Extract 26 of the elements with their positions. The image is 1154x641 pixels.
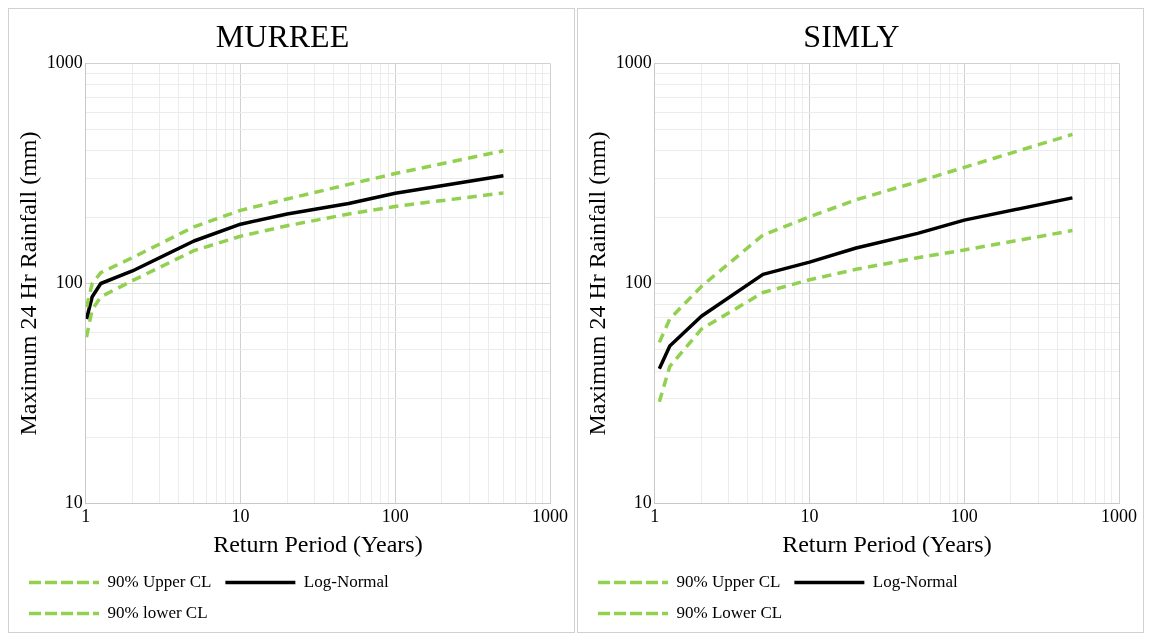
x-tick-label: 100 xyxy=(381,506,409,527)
legend-label: 90% Upper CL xyxy=(107,571,212,591)
x-tick-label: 1000 xyxy=(532,506,568,527)
x-tick-label: 1 xyxy=(650,506,660,527)
x-tick-label: 10 xyxy=(231,506,250,527)
x-tick-label: 10 xyxy=(800,506,819,527)
y-tick-label: 1000 xyxy=(615,52,652,73)
legend-label: 90% lower CL xyxy=(107,602,208,622)
chart-title: MURREE xyxy=(215,17,350,54)
y-tick-label: 100 xyxy=(55,272,83,293)
x-tick-label: 1000 xyxy=(1101,506,1137,527)
y-axis-title: Maximum 24 Hr Rainfall (mm) xyxy=(583,131,610,436)
chart-title: SIMLY xyxy=(803,17,900,54)
x-tick-label: 1 xyxy=(81,506,91,527)
y-tick-label: 10 xyxy=(64,492,83,513)
legend-label: 90% Upper CL xyxy=(676,571,781,591)
legend-label: Log-Normal xyxy=(872,571,959,591)
x-tick-label: 100 xyxy=(950,506,978,527)
legend-label: 90% Lower CL xyxy=(676,602,783,622)
y-tick-label: 100 xyxy=(624,272,652,293)
legend-label: Log-Normal xyxy=(303,571,390,591)
y-axis-title: Maximum 24 Hr Rainfall (mm) xyxy=(14,131,41,436)
x-axis-title: Return Period (Years) xyxy=(782,530,992,557)
x-axis-title: Return Period (Years) xyxy=(213,530,423,557)
y-tick-label: 10 xyxy=(633,492,652,513)
y-tick-label: 1000 xyxy=(46,52,83,73)
